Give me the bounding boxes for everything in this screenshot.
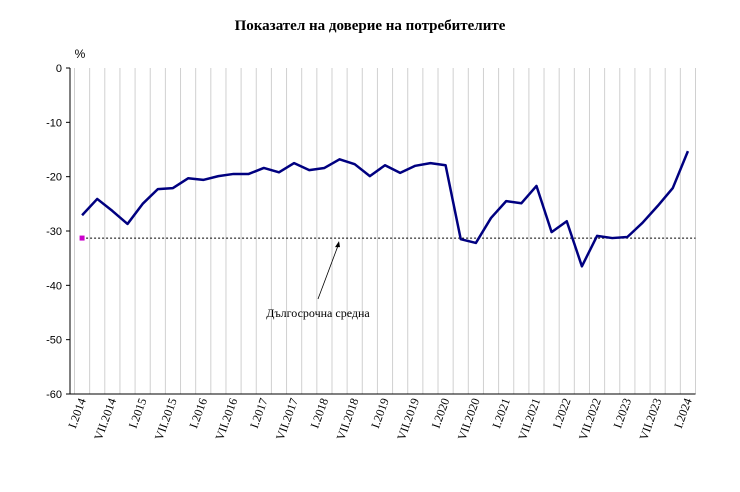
x-tick-label: VII.2018 <box>333 396 361 442</box>
x-tick-label: VII.2017 <box>273 396 301 442</box>
y-tick-label: -20 <box>46 172 62 184</box>
x-tick-label: I.2019 <box>368 396 392 430</box>
y-tick-label: -40 <box>46 280 62 292</box>
y-tick-label: -50 <box>46 335 62 347</box>
x-tick-label: VII.2023 <box>636 396 664 442</box>
x-tick-label: VII.2016 <box>212 396 240 442</box>
x-tick-label: I.2017 <box>247 396 271 430</box>
x-tick-label: I.2015 <box>126 396 150 430</box>
x-tick-label: I.2020 <box>429 396 453 430</box>
x-tick-label: I.2022 <box>550 396 574 430</box>
x-tick-label: VII.2015 <box>152 396 180 442</box>
chart-title: Показател на доверие на потребителите <box>235 18 506 34</box>
x-tick-label: VII.2021 <box>515 396 543 442</box>
reference-label: Дългосрочна средна <box>266 306 370 320</box>
y-tick-label: -60 <box>46 389 62 401</box>
y-tick-label: 0 <box>56 63 62 75</box>
x-tick-label: I.2018 <box>307 396 331 430</box>
y-axis-label: % <box>75 47 86 61</box>
annotation-arrow <box>317 242 340 300</box>
x-tick-label: VII.2014 <box>91 396 119 442</box>
x-tick-label: I.2021 <box>489 396 513 430</box>
annotation-arrowhead <box>335 241 340 248</box>
x-tick-label: VII.2022 <box>576 396 604 442</box>
y-tick-label: -10 <box>46 117 62 129</box>
x-tick-label: I.2024 <box>671 396 695 430</box>
y-tick-label: -30 <box>46 226 62 238</box>
x-tick-label: I.2014 <box>65 396 89 430</box>
x-tick-label: I.2023 <box>610 396 634 430</box>
x-tick-label: VII.2020 <box>455 396 483 442</box>
x-tick-label: I.2016 <box>186 396 210 430</box>
reference-marker <box>79 235 85 241</box>
series-line <box>81 150 690 268</box>
x-tick-label: VII.2019 <box>394 396 422 442</box>
